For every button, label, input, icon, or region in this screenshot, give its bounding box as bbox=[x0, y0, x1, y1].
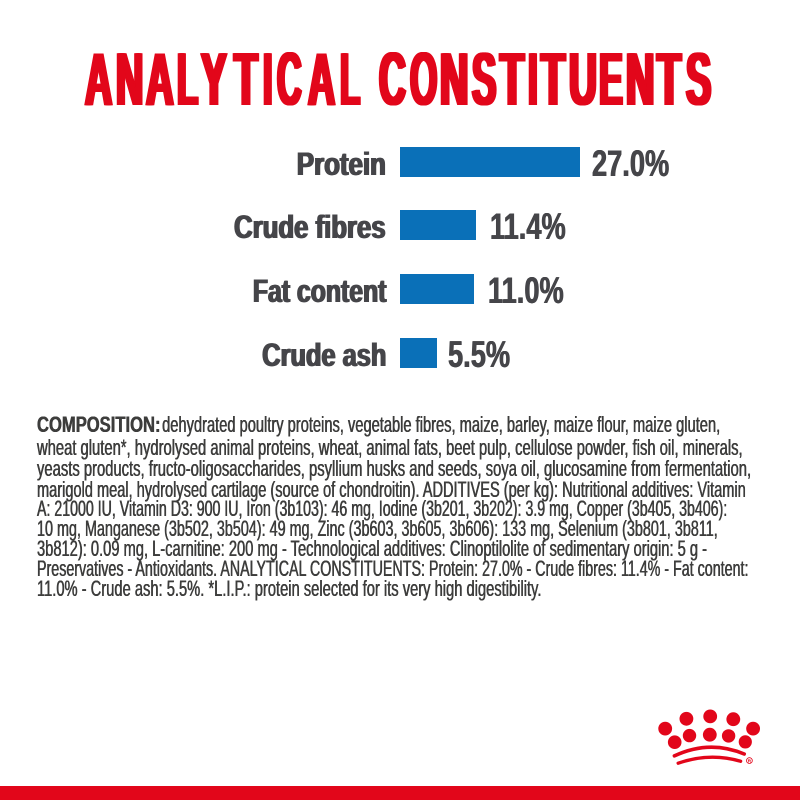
svg-text:R: R bbox=[748, 758, 752, 764]
